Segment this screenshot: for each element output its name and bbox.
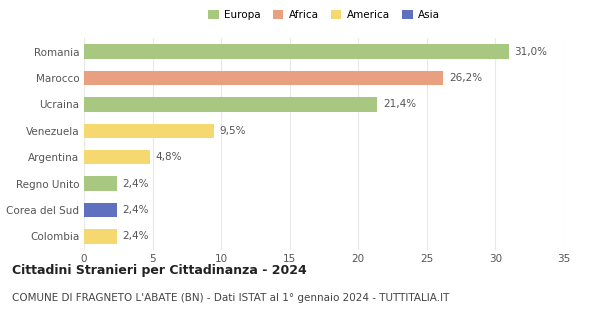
- Text: 31,0%: 31,0%: [515, 47, 548, 57]
- Text: 26,2%: 26,2%: [449, 73, 482, 83]
- Bar: [84, 176, 117, 191]
- Text: Cittadini Stranieri per Cittadinanza - 2024: Cittadini Stranieri per Cittadinanza - 2…: [12, 264, 307, 277]
- Bar: [84, 124, 214, 138]
- Bar: [84, 97, 377, 112]
- Bar: [84, 203, 117, 217]
- Bar: [84, 44, 509, 59]
- Text: 2,4%: 2,4%: [122, 231, 149, 241]
- Bar: [84, 150, 150, 164]
- Text: 21,4%: 21,4%: [383, 100, 416, 109]
- Text: 4,8%: 4,8%: [155, 152, 182, 162]
- Text: 9,5%: 9,5%: [220, 126, 246, 136]
- Bar: [84, 71, 443, 85]
- Bar: [84, 229, 117, 244]
- Text: COMUNE DI FRAGNETO L'ABATE (BN) - Dati ISTAT al 1° gennaio 2024 - TUTTITALIA.IT: COMUNE DI FRAGNETO L'ABATE (BN) - Dati I…: [12, 293, 449, 303]
- Text: 2,4%: 2,4%: [122, 179, 149, 188]
- Text: 2,4%: 2,4%: [122, 205, 149, 215]
- Legend: Europa, Africa, America, Asia: Europa, Africa, America, Asia: [204, 5, 444, 24]
